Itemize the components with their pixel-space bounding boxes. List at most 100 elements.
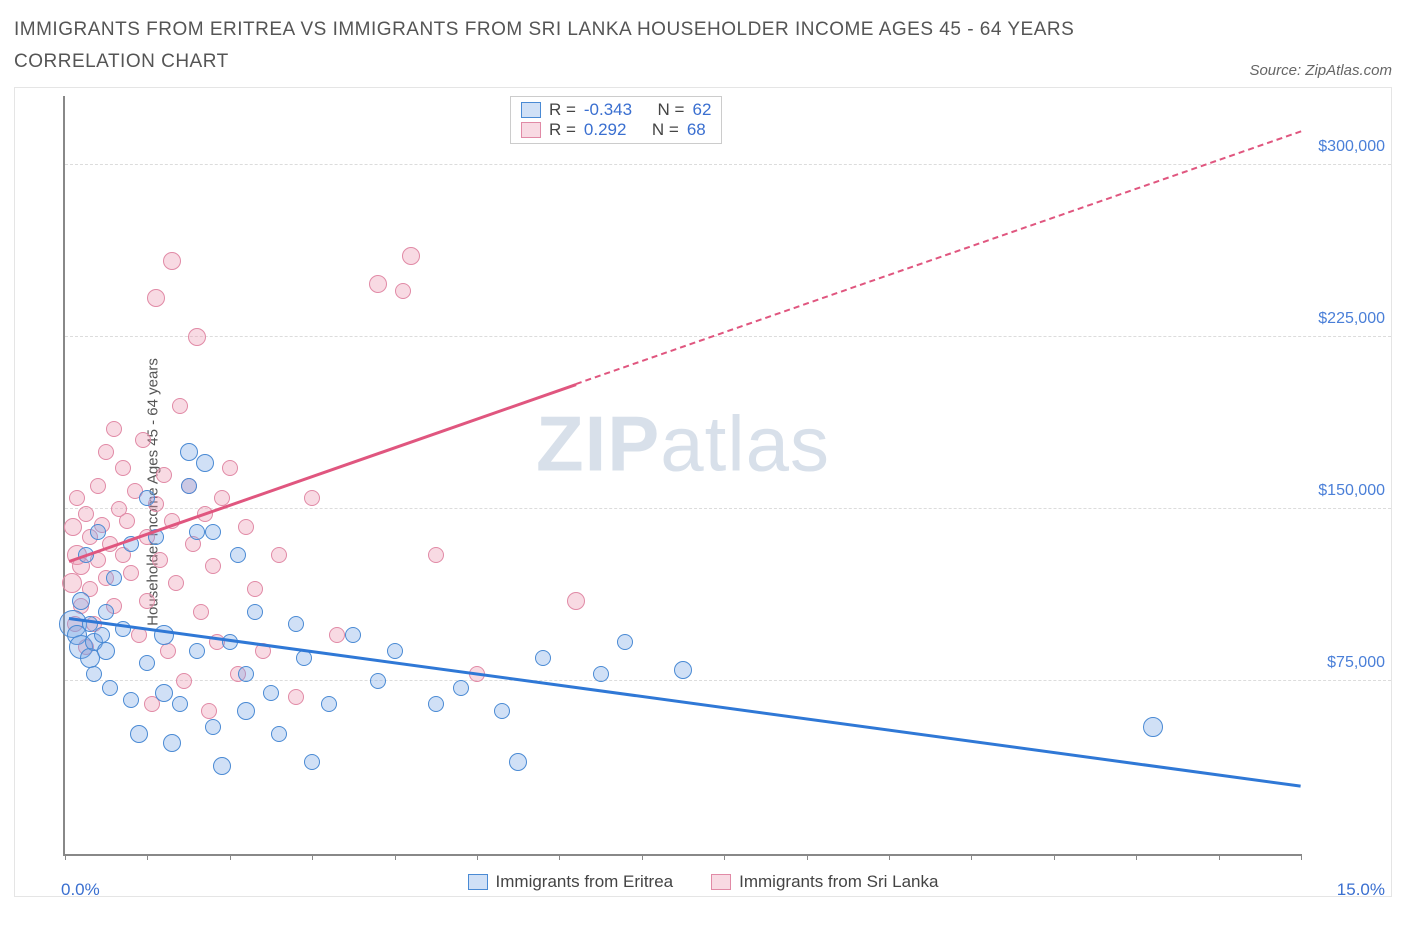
trend-line-b-extrapolated [575,130,1301,385]
watermark-rest: atlas [660,400,830,488]
scatter-point-a [86,666,102,682]
scatter-point-a [263,685,279,701]
scatter-point-b [329,627,345,643]
scatter-point-b [428,547,444,563]
r-label-a: R = [549,100,576,120]
gridline [65,164,1391,165]
stats-row-a: R = -0.343 N = 62 [521,100,711,120]
n-value-b: 68 [687,120,706,140]
scatter-point-a [97,642,115,660]
scatter-point-a [163,734,181,752]
x-tick-mark [147,854,148,860]
scatter-point-a [370,673,386,689]
scatter-point-a [304,754,320,770]
x-tick-mark [971,854,972,860]
scatter-point-a [230,547,246,563]
scatter-point-a [509,753,527,771]
scatter-point-b [168,575,184,591]
x-tick-mark [642,854,643,860]
scatter-point-b [98,444,114,460]
scatter-point-b [115,460,131,476]
scatter-point-a [238,666,254,682]
scatter-point-b [135,432,151,448]
scatter-point-a [237,702,255,720]
gridline [65,336,1391,337]
scatter-point-a [1143,717,1163,737]
swatch-a-icon [468,874,488,890]
x-tick-mark [807,854,808,860]
x-tick-mark [65,854,66,860]
gridline [65,680,1391,681]
scatter-point-a [181,478,197,494]
scatter-point-a [98,604,114,620]
scatter-point-a [72,592,90,610]
scatter-point-b [188,328,206,346]
scatter-point-a [205,524,221,540]
scatter-point-b [238,519,254,535]
scatter-point-b [90,478,106,494]
x-tick-mark [1301,854,1302,860]
scatter-point-a [213,757,231,775]
watermark-bold: ZIP [536,400,660,488]
chart-container: Householder Income Ages 45 - 64 years ZI… [14,87,1392,897]
watermark: ZIPatlas [536,399,830,490]
x-tick-mark [312,854,313,860]
y-tick-label: $225,000 [1318,310,1385,328]
scatter-point-b [214,490,230,506]
scatter-point-a [123,692,139,708]
scatter-point-a [130,725,148,743]
scatter-point-a [428,696,444,712]
legend-item-a: Immigrants from Eritrea [468,872,674,892]
scatter-point-a [617,634,633,650]
scatter-point-b [193,604,209,620]
scatter-point-b [205,558,221,574]
scatter-point-a [172,696,188,712]
scatter-point-b [147,289,165,307]
scatter-point-a [387,643,403,659]
scatter-point-a [271,726,287,742]
plot-area: ZIPatlas R = -0.343 N = 62 R = 0.292 N =… [63,96,1301,856]
scatter-point-b [222,460,238,476]
scatter-point-a [139,655,155,671]
scatter-point-b [176,673,192,689]
scatter-point-a [535,650,551,666]
scatter-point-b [369,275,387,293]
scatter-point-b [139,593,155,609]
scatter-point-b [395,283,411,299]
scatter-point-b [64,518,82,536]
n-value-a: 62 [692,100,711,120]
scatter-point-b [172,398,188,414]
scatter-point-b [69,490,85,506]
y-tick-label: $300,000 [1318,138,1385,156]
swatch-series-b [521,122,541,138]
trend-line-b [69,383,577,562]
x-tick-mark [724,854,725,860]
n-label-b: N = [652,120,679,140]
y-tick-label: $150,000 [1318,482,1385,500]
x-tick-mark [559,854,560,860]
x-tick-mark [889,854,890,860]
x-tick-mark [1219,854,1220,860]
scatter-point-b [288,689,304,705]
gridline [65,508,1391,509]
scatter-point-b [123,565,139,581]
x-tick-mark [1054,854,1055,860]
scatter-point-b [106,421,122,437]
scatter-point-a [189,643,205,659]
legend-item-b: Immigrants from Sri Lanka [711,872,938,892]
scatter-point-a [593,666,609,682]
swatch-b-icon [711,874,731,890]
scatter-point-a [205,719,221,735]
scatter-point-b [119,513,135,529]
scatter-point-b [271,547,287,563]
scatter-point-a [345,627,361,643]
scatter-point-a [674,661,692,679]
scatter-point-b [156,467,172,483]
legend-label-b: Immigrants from Sri Lanka [739,872,938,892]
scatter-point-a [494,703,510,719]
scatter-point-a [196,454,214,472]
x-tick-mark [1136,854,1137,860]
r-value-b: 0.292 [584,120,627,140]
scatter-point-b [402,247,420,265]
y-tick-label: $75,000 [1327,654,1385,672]
